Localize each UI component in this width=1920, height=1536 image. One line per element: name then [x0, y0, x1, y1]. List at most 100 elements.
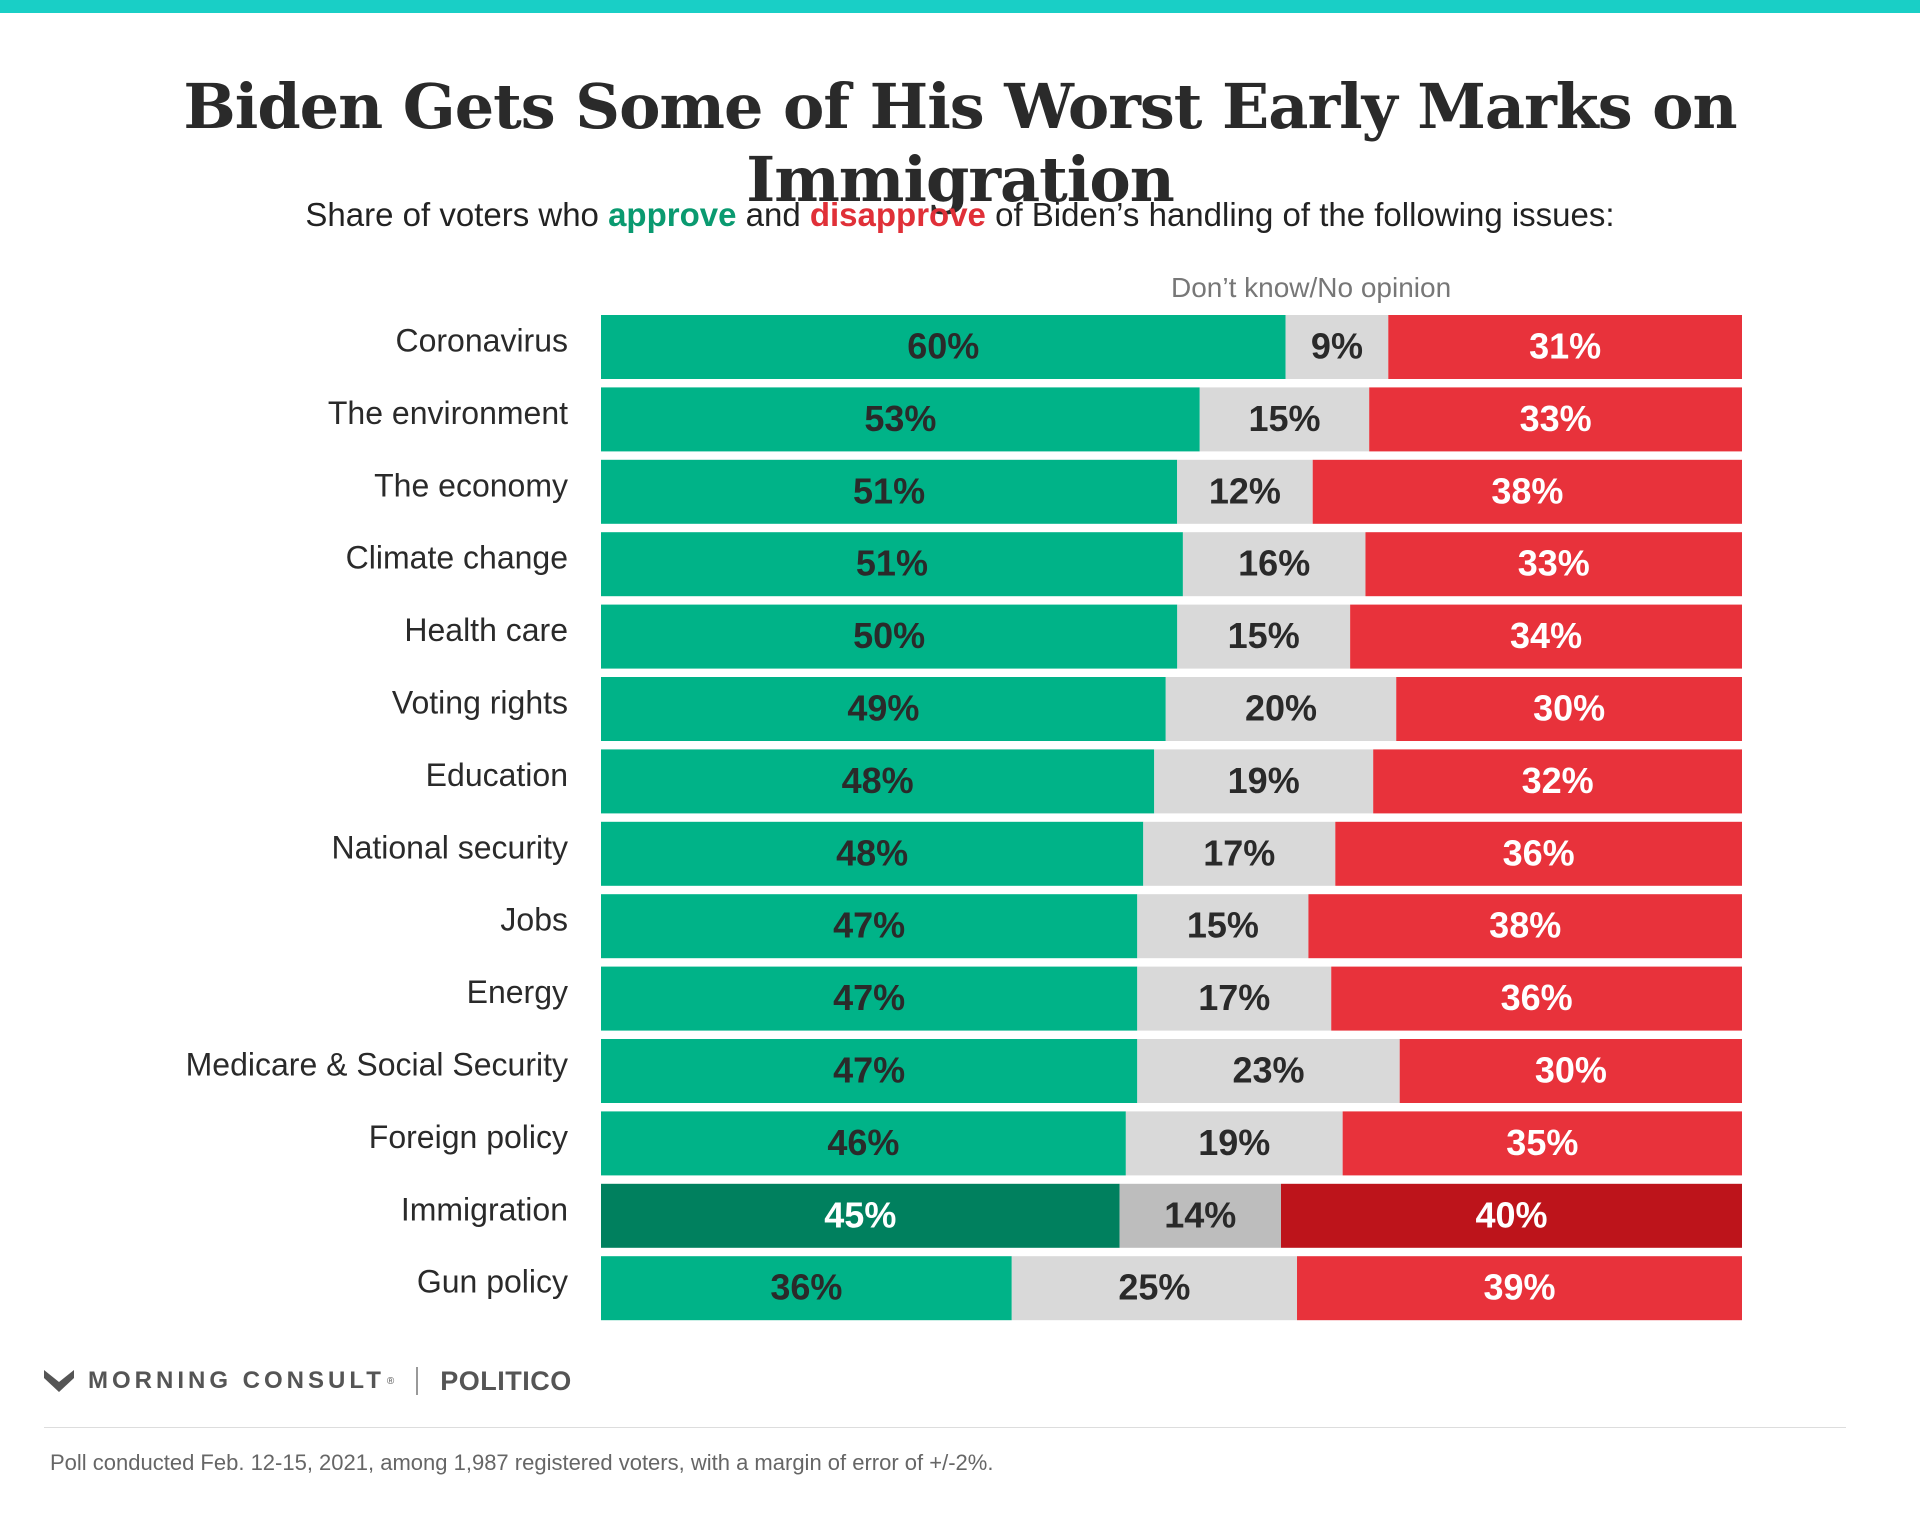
bar-segment-approve [601, 894, 1138, 959]
bar-segment-approve [601, 1183, 1120, 1248]
data-label-approve: 49% [847, 688, 919, 729]
bar-segment-approve [601, 1039, 1138, 1103]
footnote: Poll conducted Feb. 12-15, 2021, among 1… [50, 1450, 994, 1475]
bar-segment-disapprove [1396, 677, 1742, 741]
logo-separator [416, 1367, 419, 1395]
bar-segment-approve [601, 387, 1200, 452]
category-label: Energy [467, 974, 568, 1010]
subtitle-middle: and [736, 196, 810, 233]
politico-logo-text: POLITICO [440, 1365, 572, 1396]
bar-segment-dont-know [1137, 894, 1309, 959]
bar-segment-dont-know [1137, 966, 1332, 1031]
stacked-bar-chart: Coronavirus 60% 9% 31% The environment 53% 15%… [186, 315, 1742, 1321]
category-label: Education [426, 757, 568, 793]
bar-segment-approve [601, 459, 1178, 524]
bar-segment-dont-know [1154, 749, 1374, 814]
category-label: Climate change [346, 540, 568, 576]
category-label: The economy [374, 467, 568, 503]
bar-segment-approve [601, 315, 1286, 379]
data-label-disapprove: 32% [1522, 760, 1594, 801]
dont-know-legend-label: Don’t know/No opinion [1171, 272, 1452, 303]
bar-segment-dont-know [1199, 387, 1370, 452]
bar-segment-approve [601, 1256, 1012, 1321]
data-label-dont-know: 19% [1228, 760, 1300, 801]
data-label-dont-know: 20% [1245, 688, 1317, 729]
data-label-approve: 51% [856, 543, 928, 584]
footer-logos: MORNING CONSULT ® POLITICO [44, 1364, 572, 1398]
bar-segment-dont-know [1165, 677, 1397, 741]
data-label-dont-know: 15% [1248, 398, 1320, 439]
bar-segment-disapprove [1312, 459, 1742, 524]
footer-divider [44, 1427, 1846, 1428]
bar-segment-approve [601, 677, 1166, 741]
bar-segment-disapprove [1388, 315, 1742, 379]
data-label-approve: 51% [853, 470, 925, 511]
data-label-dont-know: 17% [1203, 832, 1275, 873]
data-label-dont-know: 14% [1164, 1194, 1236, 1235]
bar-segment-disapprove [1297, 1256, 1742, 1321]
bar-segment-dont-know [1177, 604, 1351, 669]
data-label-disapprove: 38% [1489, 905, 1561, 946]
bar-segment-disapprove [1350, 604, 1742, 669]
bar-segment-approve [601, 604, 1178, 669]
bar-segment-approve [601, 966, 1138, 1031]
category-label: Jobs [500, 902, 568, 938]
bar-segment-disapprove [1369, 387, 1742, 452]
category-label: Voting rights [392, 684, 568, 720]
data-label-disapprove: 30% [1535, 1050, 1607, 1091]
data-label-disapprove: 36% [1501, 977, 1573, 1018]
morning-consult-logo-text: MORNING CONSULT [88, 1367, 385, 1394]
bar-segment-approve [601, 749, 1155, 814]
bar-segment-dont-know [1125, 1111, 1343, 1176]
bar-segment-disapprove [1308, 894, 1742, 959]
bar-segment-dont-know [1137, 1039, 1400, 1103]
data-label-approve: 60% [907, 326, 979, 367]
data-label-disapprove: 38% [1491, 470, 1563, 511]
bar-segment-dont-know [1182, 532, 1366, 597]
subtitle-disapprove: disapprove [809, 196, 986, 233]
category-label: Gun policy [417, 1264, 568, 1300]
category-label: Medicare & Social Security [186, 1046, 568, 1082]
category-label: Coronavirus [395, 322, 568, 358]
bar-segment-approve [601, 821, 1144, 886]
data-label-disapprove: 35% [1506, 1122, 1578, 1163]
data-label-approve: 47% [833, 1050, 905, 1091]
data-label-dont-know: 25% [1118, 1267, 1190, 1308]
category-label: The environment [328, 395, 568, 431]
bar-segment-dont-know [1119, 1183, 1281, 1248]
data-label-disapprove: 39% [1483, 1267, 1555, 1308]
category-label: Health care [404, 612, 568, 648]
bar-segment-disapprove [1280, 1183, 1742, 1248]
data-label-disapprove: 36% [1503, 832, 1575, 873]
data-label-disapprove: 34% [1510, 615, 1582, 656]
subtitle-approve: approve [608, 196, 737, 233]
category-label: Immigration [401, 1191, 568, 1227]
bar-segment-dont-know [1285, 315, 1389, 379]
data-label-approve: 47% [833, 977, 905, 1018]
data-label-approve: 53% [864, 398, 936, 439]
subtitle-prefix: Share of voters who [305, 196, 609, 233]
morning-consult-logo-icon [44, 1370, 74, 1392]
bar-segment-dont-know [1143, 821, 1336, 886]
data-label-dont-know: 12% [1209, 470, 1281, 511]
data-label-dont-know: 15% [1228, 615, 1300, 656]
data-label-dont-know: 15% [1187, 905, 1259, 946]
data-label-approve: 48% [842, 760, 914, 801]
chart-title: Biden Gets Some of His Worst Early Marks… [183, 70, 1737, 216]
bar-segment-disapprove [1342, 1111, 1742, 1176]
data-label-approve: 45% [824, 1194, 896, 1235]
bar-segment-disapprove [1365, 532, 1742, 597]
chart-subtitle: Share of voters who approve and disappro… [0, 196, 1920, 234]
bar-segment-approve [601, 1111, 1126, 1176]
data-label-disapprove: 30% [1533, 688, 1605, 729]
category-label: National security [331, 829, 568, 865]
data-label-disapprove: 33% [1520, 398, 1592, 439]
data-label-dont-know: 17% [1198, 977, 1270, 1018]
top-accent-bar [0, 0, 1920, 13]
data-label-approve: 48% [836, 832, 908, 873]
bar-segment-disapprove [1373, 749, 1742, 814]
bar-segment-dont-know [1011, 1256, 1298, 1321]
data-label-approve: 47% [833, 905, 905, 946]
data-label-approve: 46% [827, 1122, 899, 1163]
bar-segment-approve [601, 532, 1183, 597]
